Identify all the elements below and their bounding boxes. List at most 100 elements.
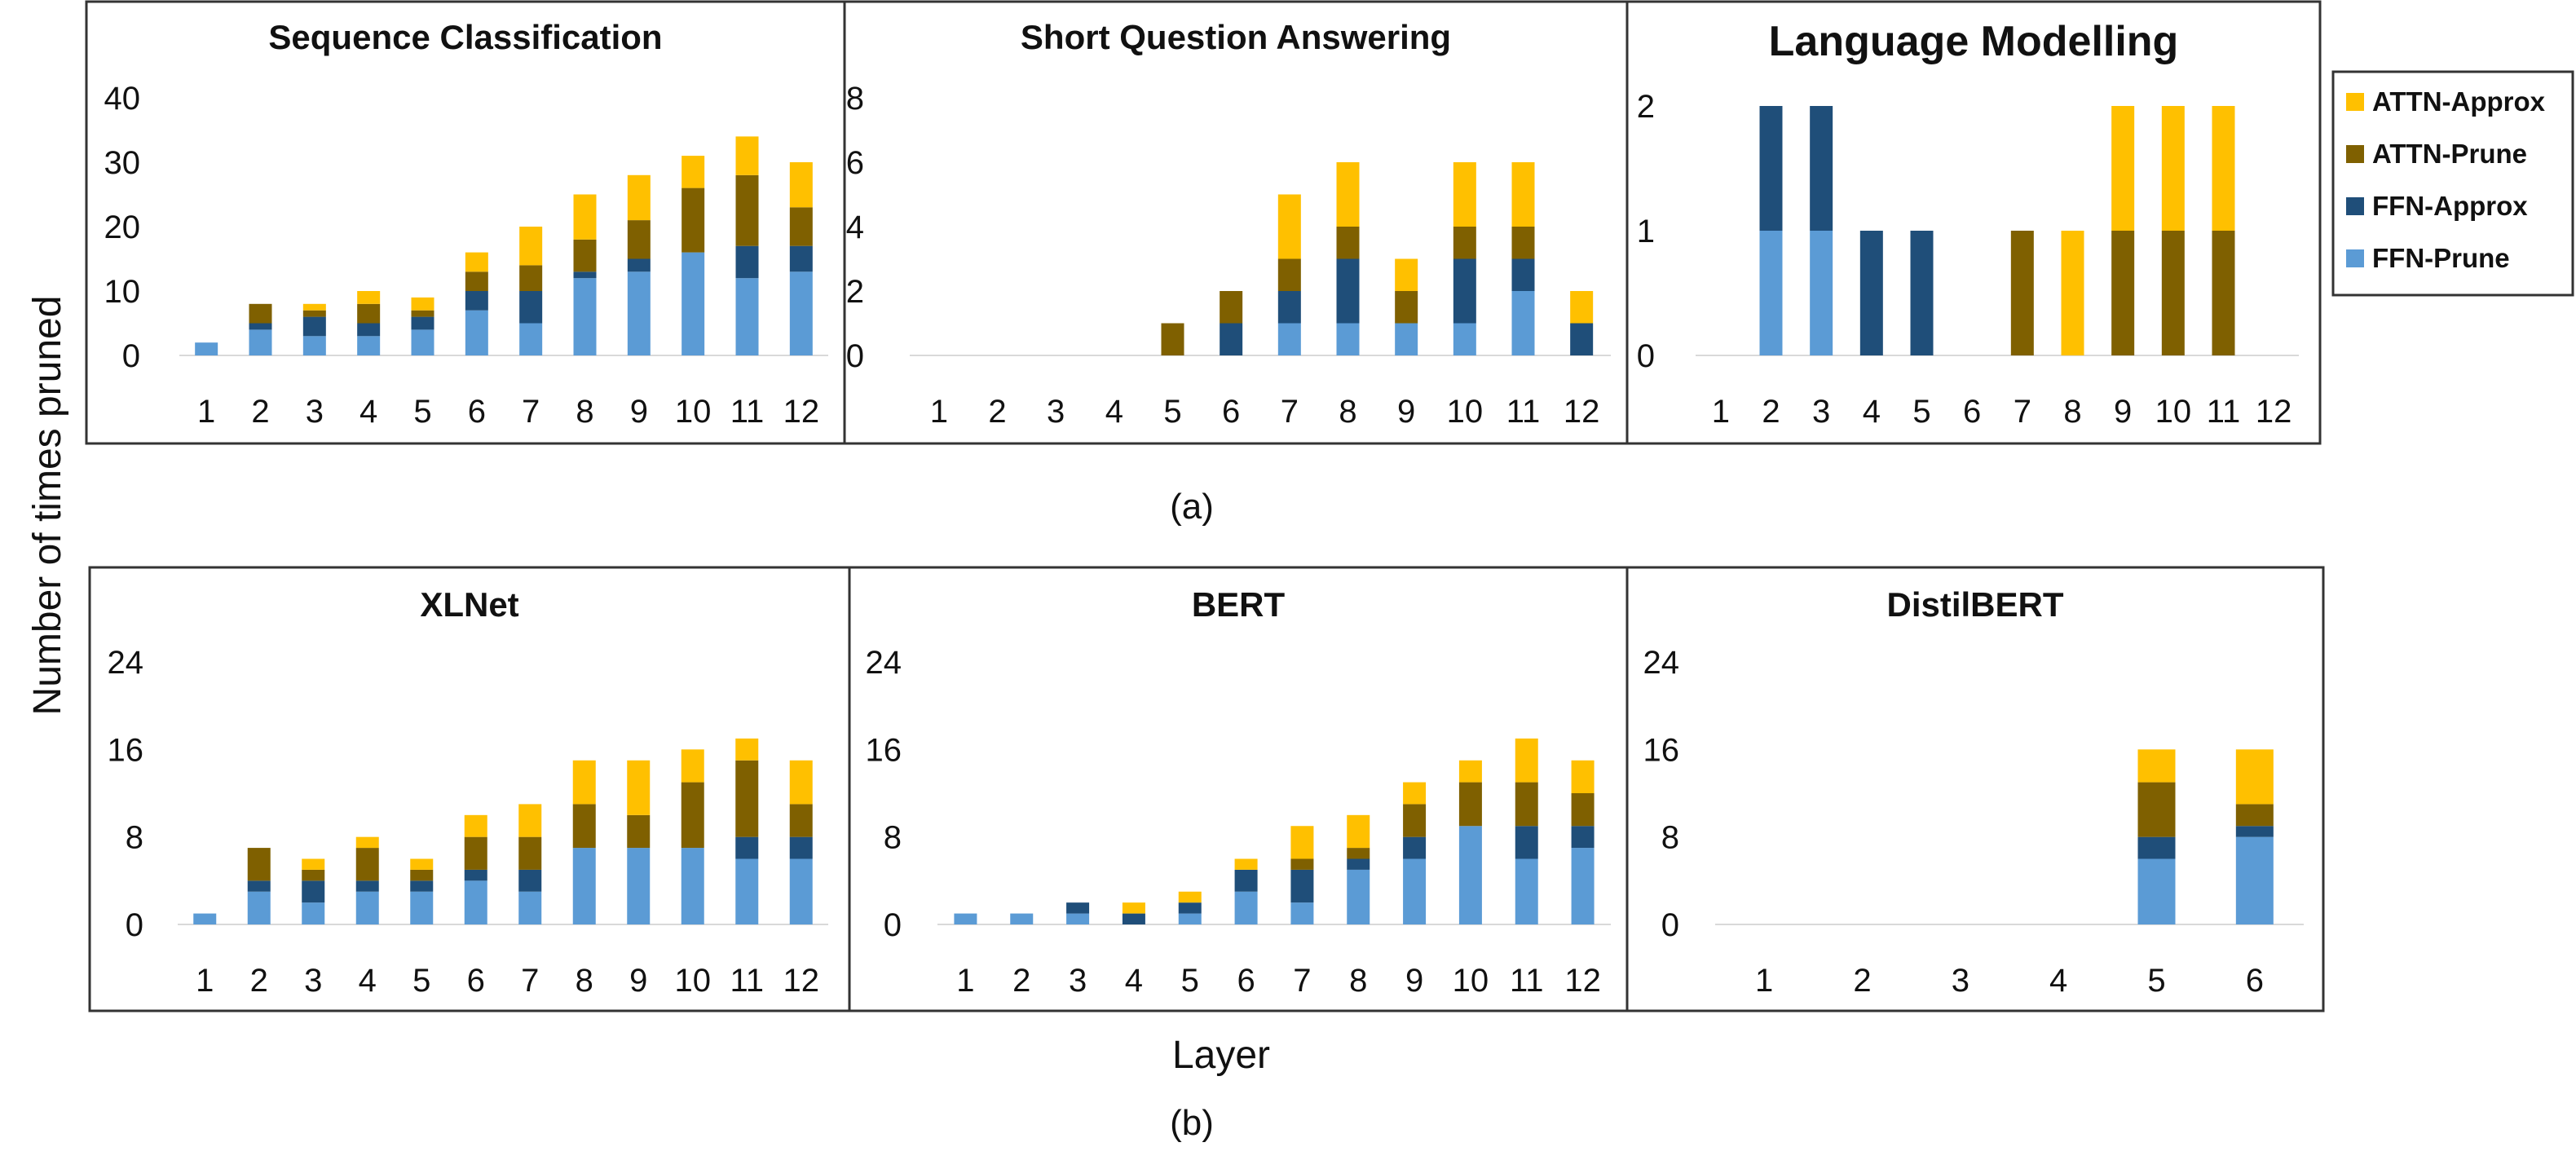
bar-segment-attn-prune <box>572 804 596 849</box>
bar-segment-attn-approx <box>1571 760 1595 793</box>
panel-frame <box>1625 0 2322 445</box>
bar-segment-ffn-prune <box>681 848 704 924</box>
bar-segment-ffn-approx <box>1515 826 1538 859</box>
panel-title: XLNet <box>420 585 518 624</box>
x-tick-label: 5 <box>1912 394 1930 430</box>
bar-segment-attn-approx <box>1515 738 1538 783</box>
bar-segment-attn-approx <box>2111 106 2135 231</box>
bar-segment-attn-prune <box>1403 804 1427 837</box>
x-tick-label: 9 <box>1405 963 1423 999</box>
x-tick-label: 6 <box>467 963 485 999</box>
y-tick-label: 2 <box>846 274 864 310</box>
bar-segment-attn-approx <box>302 303 326 311</box>
subfigure-label-a: (a) <box>1170 487 1214 527</box>
bar-segment-ffn-prune <box>410 891 434 924</box>
legend-label-attn-approx: ATTN-Approx <box>2372 86 2546 117</box>
bar-segment-attn-prune <box>2212 231 2235 355</box>
panel-frame <box>848 566 1629 1012</box>
bar-segment-ffn-approx <box>789 836 813 859</box>
bar-segment-ffn-prune <box>518 891 542 924</box>
bar-segment-ffn-prune <box>247 891 271 924</box>
bar-segment-attn-approx <box>681 749 704 783</box>
x-tick-label: 7 <box>1281 394 1299 430</box>
bar-segment-attn-prune <box>789 804 813 837</box>
bar-segment-ffn-approx <box>2137 836 2176 859</box>
bar-segment-attn-approx <box>411 297 434 311</box>
x-tick-label: 12 <box>2256 394 2292 430</box>
bar-segment-ffn-approx <box>1570 323 1594 355</box>
bar-segment-ffn-prune <box>1395 323 1418 355</box>
bar-segment-ffn-approx <box>1277 291 1301 324</box>
bar-segment-ffn-prune <box>1458 826 1482 924</box>
bar-segment-attn-prune <box>1395 291 1418 324</box>
bar-segment-attn-prune <box>249 303 272 324</box>
y-tick-label: 0 <box>1661 907 1679 943</box>
bar-segment-ffn-approx <box>1910 231 1934 355</box>
x-tick-label: 6 <box>1222 394 1240 430</box>
bar-segment-ffn-approx <box>735 245 759 279</box>
y-tick-label: 0 <box>1637 338 1655 374</box>
bar-segment-attn-prune <box>1161 323 1184 355</box>
y-tick-label: 8 <box>126 820 143 856</box>
bar-segment-ffn-prune <box>195 342 218 355</box>
bar-segment-attn-prune <box>465 271 488 291</box>
x-tick-label: 7 <box>522 394 540 430</box>
bar-segment-ffn-prune <box>1234 891 1258 924</box>
bar-segment-attn-approx <box>1290 826 1314 859</box>
x-tick-label: 1 <box>930 394 948 430</box>
legend-frame <box>2331 70 2574 297</box>
bar-segment-ffn-prune <box>573 278 597 355</box>
bar-segment-ffn-approx <box>1571 826 1595 849</box>
x-tick-label: 11 <box>1510 963 1544 999</box>
panel-title: Sequence Classification <box>268 18 662 56</box>
x-tick-label: 4 <box>359 394 377 430</box>
bar-segment-ffn-approx <box>2235 826 2274 837</box>
x-tick-label: 6 <box>2246 963 2264 999</box>
bar-segment-ffn-prune <box>1515 858 1538 924</box>
legend-label-ffn-approx: FFN-Approx <box>2372 191 2528 221</box>
bar-segment-attn-prune <box>1458 782 1482 827</box>
y-tick-label: 8 <box>884 820 902 856</box>
x-axis-title: Layer <box>1172 1034 1270 1077</box>
bar-segment-ffn-prune <box>193 913 217 924</box>
bar-segment-ffn-prune <box>1453 323 1476 355</box>
y-tick-label: 40 <box>104 81 141 117</box>
bar-segment-attn-approx <box>355 836 379 849</box>
bar-segment-ffn-approx <box>1290 869 1314 903</box>
y-tick-label: 4 <box>846 210 864 245</box>
x-tick-label: 3 <box>306 394 324 430</box>
x-tick-label: 8 <box>1349 963 1367 999</box>
x-tick-label: 9 <box>629 963 647 999</box>
x-tick-label: 9 <box>2114 394 2132 430</box>
bar-segment-ffn-approx <box>410 880 434 892</box>
bar-segment-attn-prune <box>681 782 704 849</box>
bar-segment-attn-prune <box>518 836 542 870</box>
bar-segment-attn-approx <box>1570 291 1594 324</box>
bar-segment-attn-prune <box>789 207 813 246</box>
bar-segment-attn-prune <box>627 220 651 259</box>
x-tick-label: 5 <box>413 394 431 430</box>
bar-segment-attn-prune <box>302 310 326 317</box>
legend-label-attn-prune: ATTN-Prune <box>2372 139 2527 169</box>
y-tick-label: 24 <box>866 645 902 681</box>
x-tick-label: 5 <box>1181 963 1199 999</box>
bar-segment-attn-prune <box>1511 227 1535 259</box>
x-tick-label: 8 <box>2063 394 2081 430</box>
bar-segment-attn-approx <box>735 136 759 175</box>
y-tick-label: 0 <box>126 907 143 943</box>
bar-segment-attn-prune <box>357 303 381 324</box>
x-tick-label: 1 <box>1755 963 1773 999</box>
y-tick-label: 2 <box>1637 89 1655 125</box>
bar-segment-attn-approx <box>464 814 487 837</box>
x-tick-label: 12 <box>1564 963 1601 999</box>
x-tick-label: 10 <box>2155 394 2192 430</box>
bar-segment-attn-approx <box>1336 162 1360 227</box>
bar-segment-ffn-prune <box>1403 858 1427 924</box>
bar-segment-ffn-prune <box>1290 902 1314 924</box>
panel-sequence-classification: Sequence Classification 0 10 20 30 40 1 2 3 4 5 6 7 8… <box>85 0 846 445</box>
bar-segment-ffn-approx <box>627 258 651 272</box>
bar-segment-ffn-prune <box>519 323 543 355</box>
bar-segment-attn-approx <box>789 760 813 805</box>
x-tick-label: 11 <box>2207 394 2241 430</box>
bar-segment-attn-approx <box>2212 106 2235 231</box>
